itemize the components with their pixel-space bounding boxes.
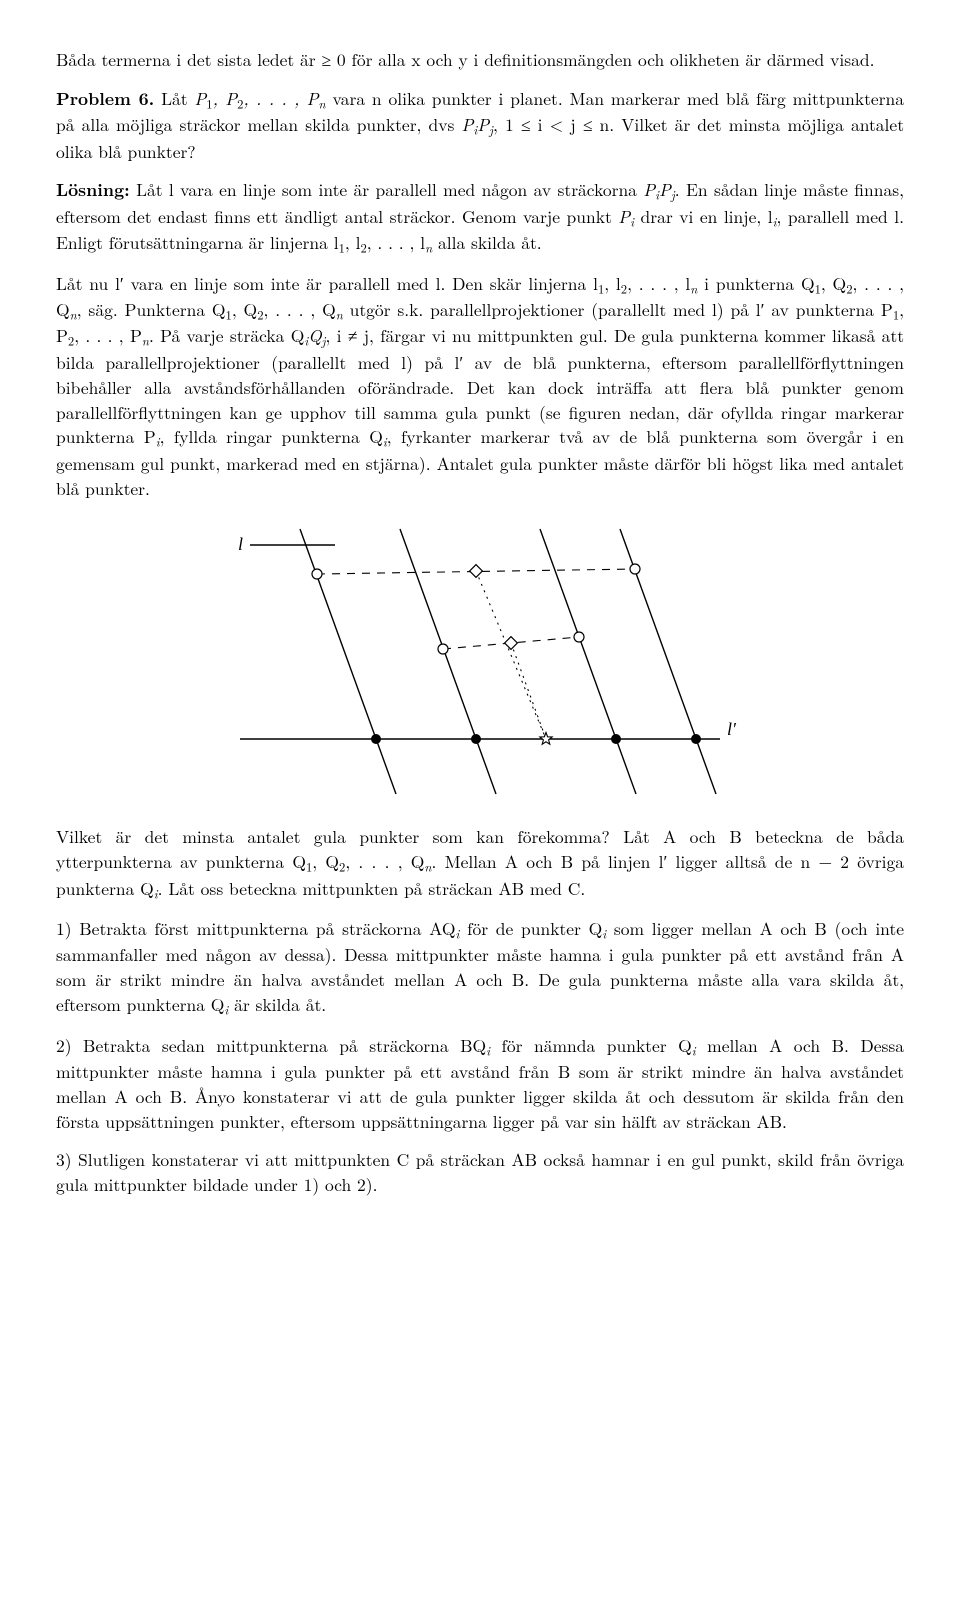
var-Pi: P (462, 112, 474, 137)
solution-label: Lösning: (56, 177, 130, 202)
sol-text-i: drar vi en linje, l (634, 204, 773, 229)
solution-step-2: 2) Betrakta sedan mittpunkterna på sträc… (56, 1034, 904, 1135)
p4f: n (424, 858, 431, 876)
problem-text: Låt (161, 86, 194, 111)
sol-text-m: , l (345, 230, 361, 255)
p4e: , . . . , Q (345, 849, 424, 874)
p3c: , l (604, 271, 621, 296)
p3w: , . . . , P (74, 323, 142, 348)
solution-paragraph-3: Vilket är det minsta antalet gula punkte… (56, 825, 904, 903)
var-Pn: , . . . , P (243, 86, 318, 111)
var-Pj2: P (659, 177, 671, 202)
p5a: 1) Betrakta först mittpunkterna på sträc… (56, 916, 456, 941)
intro-paragraph: Båda termerna i det sista ledet är ≥ 0 f… (56, 48, 904, 73)
svg-text:l′: l′ (727, 719, 737, 739)
sol-text-q: alla skilda åt. (432, 230, 541, 255)
figure-container: l l′ (56, 519, 904, 799)
solution-paragraph-2: Låt nu l′ vara en linje som inte är para… (56, 272, 904, 502)
p5g: är skilda åt. (228, 992, 326, 1017)
p3q: , . . . , Q (263, 297, 335, 322)
var-Pi2: P (643, 177, 655, 202)
var-Pj: P (477, 112, 489, 137)
p3e: , . . . , l (627, 271, 690, 296)
problem-label: Problem 6. (56, 86, 154, 111)
var-Pi3: P (618, 204, 630, 229)
p3l: n (70, 306, 77, 324)
p4i: . Låt oss beteckna mittpunkten på sträck… (158, 876, 586, 901)
var-P: P (194, 86, 206, 111)
p3aa: Q (308, 323, 321, 348)
p4c: , Q (312, 849, 339, 874)
svg-text:l: l (238, 534, 243, 554)
p3y: . På varje sträcka Q (149, 323, 304, 348)
solution-step-3: 3) Slutligen konstaterar vi att mittpunk… (56, 1148, 904, 1198)
solution-step-1: 1) Betrakta först mittpunkterna på sträc… (56, 917, 904, 1019)
sol-text-o: , . . . , l (367, 230, 425, 255)
p3ae: , fyllda ringar punkterna Q (160, 424, 383, 449)
p3g: i punkterna Q (697, 271, 814, 296)
sol-text-a: Låt l vara en linje som inte är parallel… (130, 177, 644, 202)
p3r: n (336, 306, 343, 324)
p3s: utgör s.k. parallellprojektioner (parall… (343, 297, 893, 322)
sub-n: n (319, 94, 326, 112)
p3o: , Q (232, 297, 257, 322)
var-P2: , P (213, 86, 238, 111)
p6a: 2) Betrakta sedan mittpunkterna på sträc… (56, 1033, 486, 1058)
projection-figure: l l′ (220, 519, 740, 799)
problem-statement: Problem 6. Låt P1, P2, . . . , Pn vara n… (56, 87, 904, 165)
solution-paragraph-1: Lösning: Låt l vara en linje som inte är… (56, 178, 904, 257)
p3m: , säg. Punkterna Q (77, 297, 226, 322)
p3a: Låt nu l′ vara en linje som inte är para… (56, 271, 598, 296)
p6c: för nämnda punkter Q (490, 1033, 692, 1058)
p5c: för de punkter Q (459, 916, 602, 941)
p3i: , Q (821, 271, 846, 296)
p3x: n (142, 332, 149, 350)
